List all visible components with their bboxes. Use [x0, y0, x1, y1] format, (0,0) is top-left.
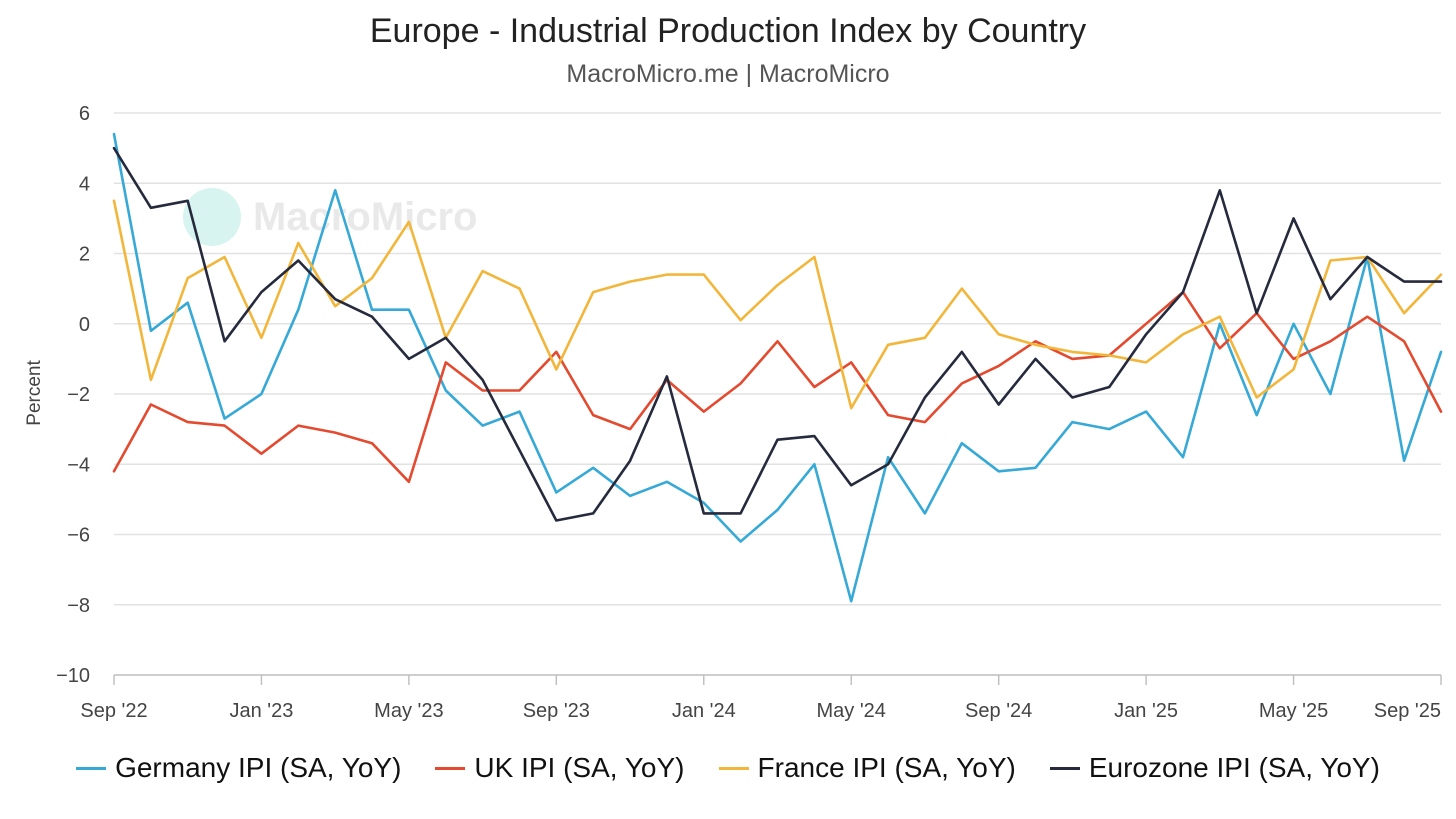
series-line-france[interactable] — [112, 199, 1443, 410]
legend-swatch-france — [718, 766, 749, 770]
y-tick-label: −2 — [67, 384, 90, 406]
y-tick-label: −10 — [56, 665, 90, 687]
legend-label-uk: UK IPI (SA, YoY) — [474, 752, 685, 783]
y-tick-label: 4 — [79, 173, 90, 195]
y-axis-label: Percent — [24, 360, 45, 426]
legend-swatch-germany — [76, 766, 107, 770]
x-tick-label: May '23 — [374, 700, 443, 722]
x-tick-label: Sep '24 — [965, 700, 1032, 722]
y-tick-label: −8 — [67, 595, 90, 617]
legend-swatch-uk — [435, 766, 466, 770]
legend: Germany IPI (SA, YoY) UK IPI (SA, YoY) F… — [0, 752, 1456, 784]
legend-swatch-eurozone — [1049, 766, 1080, 770]
watermark: MacroMicro — [183, 188, 478, 246]
y-tick-label: 6 — [79, 103, 90, 125]
x-tick-label: Jan '25 — [1114, 700, 1178, 722]
x-tick-label: Jan '24 — [672, 700, 736, 722]
x-tick-label: Jan '23 — [230, 700, 294, 722]
y-axis: 6 4 2 0 −2 −4 −6 −8 −10 — [56, 103, 90, 687]
legend-item-france[interactable]: France IPI (SA, YoY) — [718, 752, 1016, 784]
x-tick-label: Sep '23 — [523, 700, 590, 722]
y-tick-label: −4 — [67, 454, 90, 476]
gridlines — [114, 112, 1441, 606]
legend-label-eurozone: Eurozone IPI (SA, YoY) — [1088, 752, 1380, 783]
series-lines — [112, 132, 1443, 603]
legend-item-uk[interactable]: UK IPI (SA, YoY) — [435, 752, 685, 784]
series-line-germany[interactable] — [112, 132, 1443, 603]
legend-item-germany[interactable]: Germany IPI (SA, YoY) — [76, 752, 401, 784]
legend-label-germany: Germany IPI (SA, YoY) — [115, 752, 402, 783]
x-tick-label: May '25 — [1259, 700, 1328, 722]
y-tick-label: −6 — [67, 525, 90, 547]
series-line-eurozone[interactable] — [112, 146, 1443, 522]
chart-title: Europe - Industrial Production Index by … — [369, 12, 1087, 50]
legend-label-france: France IPI (SA, YoY) — [757, 752, 1016, 783]
x-tick-label: Sep '25 — [1374, 700, 1441, 722]
y-tick-label: 2 — [79, 244, 90, 266]
series-line-uk[interactable] — [112, 290, 1443, 484]
x-tick-label: Sep '22 — [80, 700, 147, 722]
y-tick-label: 0 — [79, 314, 90, 336]
x-axis: Sep '22 Jan '23 May '23 Sep '23 Jan '24 May '… — [80, 674, 1442, 722]
chart-subtitle: MacroMicro.me | MacroMicro — [566, 60, 890, 88]
legend-item-eurozone[interactable]: Eurozone IPI (SA, YoY) — [1049, 752, 1380, 784]
watermark-text: MacroMicro — [253, 194, 478, 239]
x-tick-label: May '24 — [817, 700, 886, 722]
